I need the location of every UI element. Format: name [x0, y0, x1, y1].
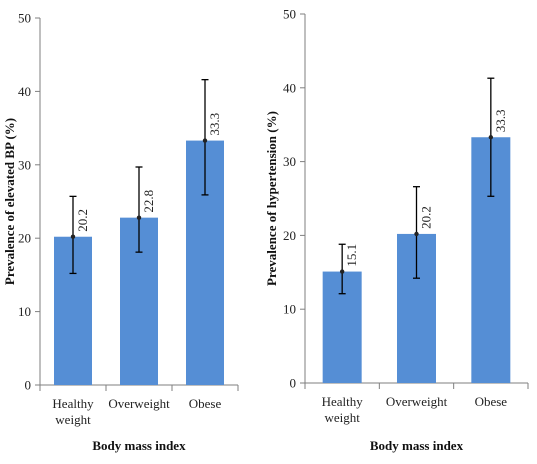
- x-tick-label: Obese: [475, 394, 508, 409]
- y-tick-label: 30: [18, 157, 31, 172]
- y-tick-label: 0: [25, 378, 32, 393]
- data-label: 20.2: [419, 206, 434, 229]
- data-point: [339, 269, 345, 274]
- data-label: 15.1: [344, 244, 359, 267]
- data-point: [488, 135, 494, 140]
- x-tick-label: Overweight: [386, 394, 448, 409]
- x-tick-label: Overweight: [108, 396, 170, 411]
- x-tick-label: Healthy weight: [322, 394, 364, 425]
- y-tick-label: 40: [18, 84, 31, 99]
- chart-panel-1: 0 10 20 30 40 50 20.2 Healthy weight 22.8 Overweig…: [2, 11, 239, 453]
- y-axis-title: Prevalence of hypertension (%): [264, 111, 279, 286]
- y-tick-label: 30: [283, 154, 296, 169]
- data-label: 22.8: [141, 190, 156, 213]
- y-tick-label: 0: [290, 376, 297, 391]
- data-label: 33.3: [207, 113, 222, 136]
- x-tick-label: Obese: [189, 396, 222, 411]
- data-label: 20.2: [75, 209, 90, 232]
- y-tick-label: 50: [18, 11, 31, 26]
- x-axis-title: Body mass index: [370, 438, 464, 453]
- data-label: 33.3: [493, 109, 508, 132]
- y-tick-label: 10: [283, 302, 296, 317]
- x-tick-label: Healthy weight: [52, 396, 94, 427]
- y-tick-label: 40: [283, 80, 296, 95]
- data-point: [202, 138, 208, 143]
- data-point: [136, 215, 142, 220]
- chart-panel-2: 0 10 20 30 40 50 15.1 Healthy weight 20.2 Overweig…: [264, 7, 529, 453]
- x-axis-title: Body mass index: [92, 438, 186, 453]
- y-tick-label: 20: [18, 231, 31, 246]
- y-tick-label: 20: [283, 228, 296, 243]
- y-tick-label: 10: [18, 304, 31, 319]
- y-axis-title: Prevalence of elevated BP (%): [2, 118, 17, 285]
- data-point: [70, 234, 76, 239]
- data-point: [414, 231, 419, 237]
- y-tick-label: 50: [283, 7, 296, 22]
